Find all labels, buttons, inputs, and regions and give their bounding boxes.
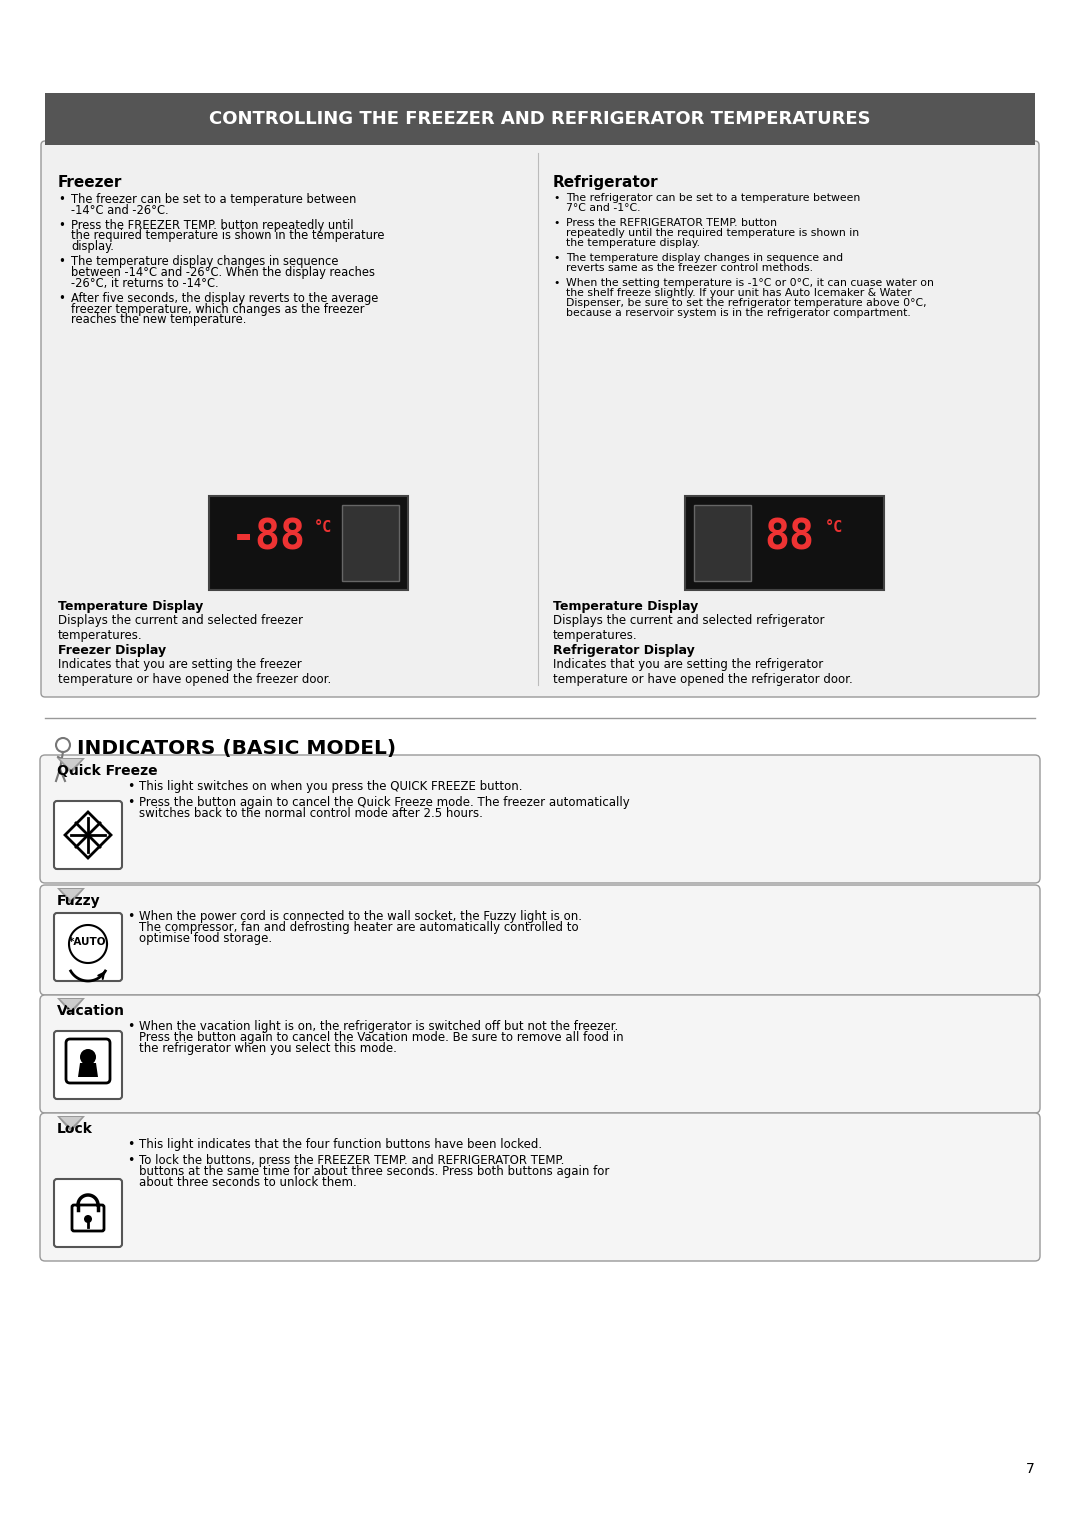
FancyBboxPatch shape bbox=[54, 801, 122, 869]
Polygon shape bbox=[57, 998, 85, 1015]
Text: optimise food storage.: optimise food storage. bbox=[139, 932, 272, 944]
FancyBboxPatch shape bbox=[40, 995, 1040, 1112]
Text: 88: 88 bbox=[765, 516, 814, 558]
Text: *AUTO: *AUTO bbox=[69, 937, 107, 947]
FancyBboxPatch shape bbox=[685, 497, 883, 590]
Text: switches back to the normal control mode after 2.5 hours.: switches back to the normal control mode… bbox=[139, 807, 483, 821]
Polygon shape bbox=[60, 1117, 82, 1128]
Text: reaches the new temperature.: reaches the new temperature. bbox=[71, 313, 246, 325]
Circle shape bbox=[80, 1050, 96, 1065]
Text: •: • bbox=[127, 1154, 134, 1167]
Text: •: • bbox=[58, 255, 65, 269]
Text: Temperature Display: Temperature Display bbox=[553, 601, 699, 613]
Polygon shape bbox=[78, 1063, 98, 1077]
Text: °C: °C bbox=[824, 520, 842, 535]
Text: The refrigerator can be set to a temperature between: The refrigerator can be set to a tempera… bbox=[566, 193, 861, 203]
Text: Quick Freeze: Quick Freeze bbox=[57, 764, 158, 778]
FancyBboxPatch shape bbox=[208, 497, 407, 590]
Text: reverts same as the freezer control methods.: reverts same as the freezer control meth… bbox=[566, 263, 813, 274]
Polygon shape bbox=[57, 888, 85, 905]
Text: 7°C and -1°C.: 7°C and -1°C. bbox=[566, 203, 640, 212]
Text: •: • bbox=[127, 796, 134, 808]
Text: buttons at the same time for about three seconds. Press both buttons again for: buttons at the same time for about three… bbox=[139, 1164, 609, 1178]
Polygon shape bbox=[60, 889, 82, 900]
Text: Indicates that you are setting the freezer
temperature or have opened the freeze: Indicates that you are setting the freez… bbox=[58, 659, 332, 686]
Text: -14°C and -26°C.: -14°C and -26°C. bbox=[71, 203, 168, 217]
FancyBboxPatch shape bbox=[341, 504, 399, 581]
Text: Indicates that you are setting the refrigerator
temperature or have opened the r: Indicates that you are setting the refri… bbox=[553, 659, 853, 686]
Text: •: • bbox=[127, 779, 134, 793]
Text: When the setting temperature is -1°C or 0°C, it can cuase water on: When the setting temperature is -1°C or … bbox=[566, 278, 934, 287]
Text: about three seconds to unlock them.: about three seconds to unlock them. bbox=[139, 1177, 356, 1189]
Text: •: • bbox=[58, 292, 65, 306]
Text: •: • bbox=[58, 219, 65, 232]
Polygon shape bbox=[57, 758, 85, 775]
Text: repeatedly until the required temperature is shown in: repeatedly until the required temperatur… bbox=[566, 228, 859, 238]
Text: Vacation: Vacation bbox=[57, 1004, 125, 1018]
FancyBboxPatch shape bbox=[693, 504, 751, 581]
Text: •: • bbox=[58, 193, 65, 206]
Text: INDICATORS (BASIC MODEL): INDICATORS (BASIC MODEL) bbox=[77, 740, 396, 758]
Text: •: • bbox=[127, 1021, 134, 1033]
Text: The temperature display changes in sequence and: The temperature display changes in seque… bbox=[566, 254, 843, 263]
Text: To lock the buttons, press the FREEZER TEMP. and REFRIGERATOR TEMP.: To lock the buttons, press the FREEZER T… bbox=[139, 1154, 565, 1167]
Text: Press the button again to cancel the Vacation mode. Be sure to remove all food i: Press the button again to cancel the Vac… bbox=[139, 1031, 623, 1044]
Circle shape bbox=[84, 1215, 92, 1222]
Text: Fuzzy: Fuzzy bbox=[57, 894, 100, 908]
Polygon shape bbox=[60, 999, 82, 1010]
FancyBboxPatch shape bbox=[41, 141, 1039, 697]
Text: Refrigerator Display: Refrigerator Display bbox=[553, 643, 694, 657]
Text: •: • bbox=[553, 278, 559, 287]
FancyBboxPatch shape bbox=[40, 755, 1040, 883]
FancyBboxPatch shape bbox=[45, 93, 1035, 145]
Text: The compressor, fan and defrosting heater are automatically controlled to: The compressor, fan and defrosting heate… bbox=[139, 921, 579, 934]
Text: the temperature display.: the temperature display. bbox=[566, 238, 700, 248]
Text: between -14°C and -26°C. When the display reaches: between -14°C and -26°C. When the displa… bbox=[71, 266, 375, 280]
Text: Freezer: Freezer bbox=[58, 176, 122, 189]
Text: the shelf freeze slightly. If your unit has Auto Icemaker & Water: the shelf freeze slightly. If your unit … bbox=[566, 287, 912, 298]
Text: Temperature Display: Temperature Display bbox=[58, 601, 203, 613]
Text: This light switches on when you press the QUICK FREEZE button.: This light switches on when you press th… bbox=[139, 779, 523, 793]
Text: •: • bbox=[553, 193, 559, 203]
Text: Lock: Lock bbox=[57, 1122, 93, 1135]
Text: display.: display. bbox=[71, 240, 113, 254]
Polygon shape bbox=[57, 1115, 85, 1132]
Text: The freezer can be set to a temperature between: The freezer can be set to a temperature … bbox=[71, 193, 356, 206]
Text: Displays the current and selected freezer
temperatures.: Displays the current and selected freeze… bbox=[58, 614, 303, 642]
Text: When the power cord is connected to the wall socket, the Fuzzy light is on.: When the power cord is connected to the … bbox=[139, 911, 582, 923]
Text: -26°C, it returns to -14°C.: -26°C, it returns to -14°C. bbox=[71, 277, 218, 289]
Text: •: • bbox=[127, 1138, 134, 1151]
Text: 7: 7 bbox=[1026, 1462, 1035, 1476]
Text: because a reservoir system is in the refrigerator compartment.: because a reservoir system is in the ref… bbox=[566, 309, 910, 318]
Text: This light indicates that the four function buttons have been locked.: This light indicates that the four funct… bbox=[139, 1138, 542, 1151]
Text: Refrigerator: Refrigerator bbox=[553, 176, 659, 189]
Text: the refrigerator when you select this mode.: the refrigerator when you select this mo… bbox=[139, 1042, 396, 1054]
Text: Press the REFRIGERATOR TEMP. button: Press the REFRIGERATOR TEMP. button bbox=[566, 219, 777, 228]
Text: Freezer Display: Freezer Display bbox=[58, 643, 166, 657]
FancyBboxPatch shape bbox=[40, 885, 1040, 995]
FancyBboxPatch shape bbox=[40, 1112, 1040, 1261]
Text: •: • bbox=[553, 219, 559, 228]
Text: When the vacation light is on, the refrigerator is switched off but not the free: When the vacation light is on, the refri… bbox=[139, 1021, 618, 1033]
FancyBboxPatch shape bbox=[54, 1031, 122, 1099]
Text: •: • bbox=[553, 254, 559, 263]
Text: freezer temperature, which changes as the freezer: freezer temperature, which changes as th… bbox=[71, 303, 365, 315]
Polygon shape bbox=[60, 759, 82, 770]
Text: Displays the current and selected refrigerator
temperatures.: Displays the current and selected refrig… bbox=[553, 614, 824, 642]
Text: CONTROLLING THE FREEZER AND REFRIGERATOR TEMPERATURES: CONTROLLING THE FREEZER AND REFRIGERATOR… bbox=[210, 110, 870, 128]
FancyBboxPatch shape bbox=[54, 1180, 122, 1247]
Text: The temperature display changes in sequence: The temperature display changes in seque… bbox=[71, 255, 338, 269]
Text: -88: -88 bbox=[230, 516, 306, 558]
Text: Press the FREEZER TEMP. button repeatedly until: Press the FREEZER TEMP. button repeatedl… bbox=[71, 219, 353, 232]
Text: the required temperature is shown in the temperature: the required temperature is shown in the… bbox=[71, 229, 384, 243]
Text: •: • bbox=[127, 911, 134, 923]
Text: Press the button again to cancel the Quick Freeze mode. The freezer automaticall: Press the button again to cancel the Qui… bbox=[139, 796, 630, 808]
Text: °C: °C bbox=[313, 520, 332, 535]
Text: Dispenser, be sure to set the refrigerator temperature above 0°C,: Dispenser, be sure to set the refrigerat… bbox=[566, 298, 927, 309]
Text: After five seconds, the display reverts to the average: After five seconds, the display reverts … bbox=[71, 292, 378, 306]
FancyBboxPatch shape bbox=[54, 914, 122, 981]
